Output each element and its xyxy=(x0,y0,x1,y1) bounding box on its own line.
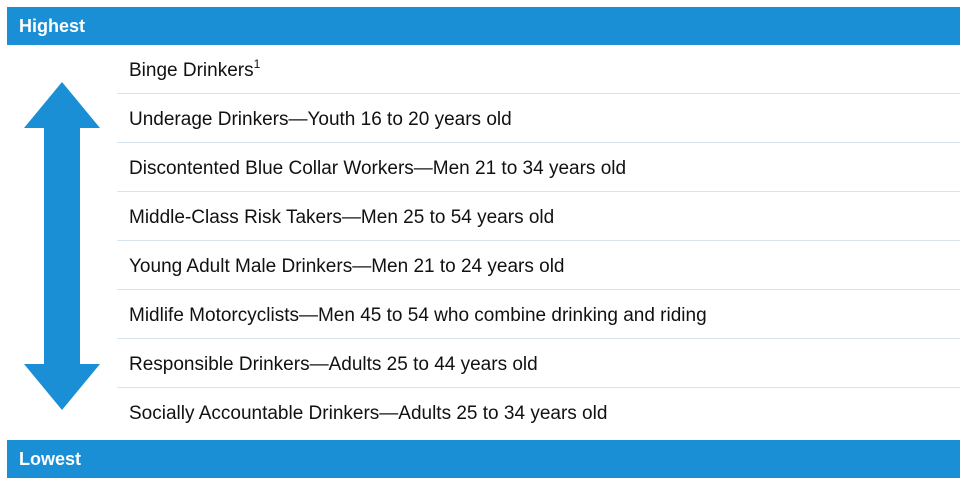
rows: Binge Drinkers1 Underage Drinkers—Youth 1… xyxy=(117,45,960,437)
row-text: Socially Accountable Drinkers—Adults 25 … xyxy=(129,403,608,424)
arrow xyxy=(24,82,100,410)
row: Young Adult Male Drinkers—Men 21 to 24 y… xyxy=(117,241,960,290)
highest-bar: Highest xyxy=(7,7,960,45)
row: Discontented Blue Collar Workers—Men 21 … xyxy=(117,143,960,192)
double-arrow xyxy=(24,82,100,410)
row: Midlife Motorcyclists—Men 45 to 54 who c… xyxy=(117,290,960,339)
row-text: Underage Drinkers—Youth 16 to 20 years o… xyxy=(129,109,512,130)
row: Binge Drinkers1 xyxy=(117,45,960,94)
row-text: Responsible Drinkers—Adults 25 to 44 yea… xyxy=(129,354,538,375)
footnote-mark: 1 xyxy=(253,57,261,71)
row: Underage Drinkers—Youth 16 to 20 years o… xyxy=(117,94,960,143)
row-text: Discontented Blue Collar Workers—Men 21 … xyxy=(129,158,627,179)
row-text: Young Adult Male Drinkers—Men 21 to 24 y… xyxy=(129,256,565,277)
row: Socially Accountable Drinkers—Adults 25 … xyxy=(117,388,960,437)
lowest-bar: Lowest xyxy=(7,440,960,478)
row: Responsible Drinkers—Adults 25 to 44 yea… xyxy=(117,339,960,388)
row: Middle-Class Risk Takers—Men 25 to 54 ye… xyxy=(117,192,960,241)
row-text: Middle-Class Risk Takers—Men 25 to 54 ye… xyxy=(129,207,555,228)
row-text: Midlife Motorcyclists—Men 45 to 54 who c… xyxy=(129,305,707,326)
row-text: Binge Drinkers xyxy=(129,60,254,81)
